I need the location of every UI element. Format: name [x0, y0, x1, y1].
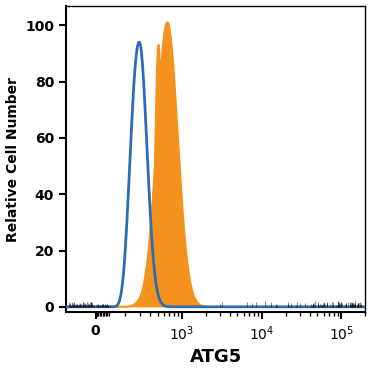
Y-axis label: Relative Cell Number: Relative Cell Number — [6, 77, 20, 241]
X-axis label: ATG5: ATG5 — [190, 349, 242, 366]
